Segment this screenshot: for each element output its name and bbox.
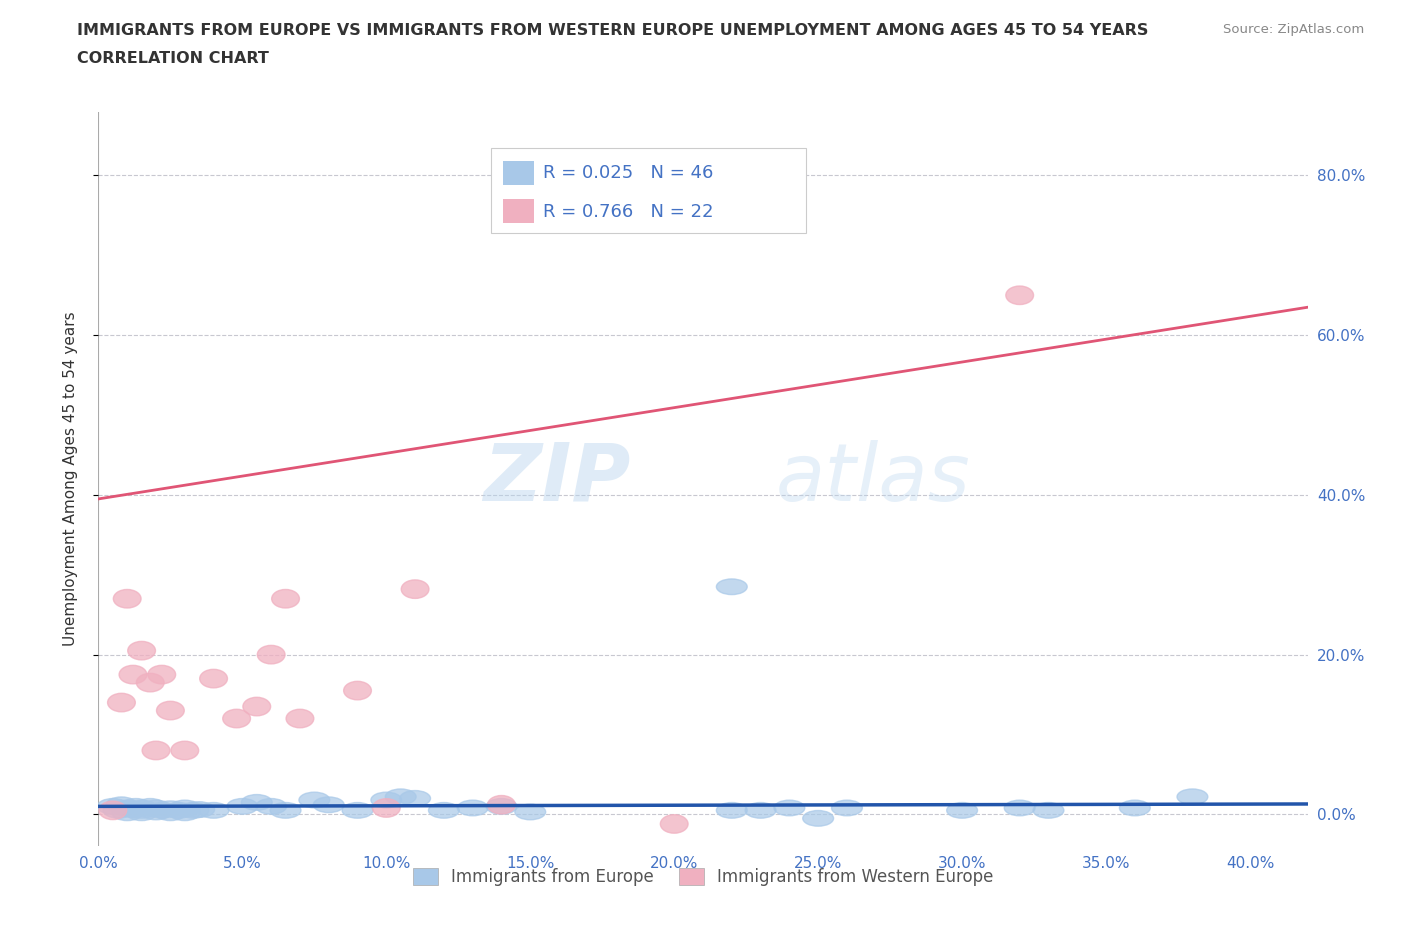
Ellipse shape bbox=[803, 811, 834, 826]
Ellipse shape bbox=[136, 673, 165, 692]
Ellipse shape bbox=[172, 741, 198, 760]
Ellipse shape bbox=[488, 795, 516, 814]
Ellipse shape bbox=[169, 805, 200, 820]
Ellipse shape bbox=[112, 800, 142, 816]
Ellipse shape bbox=[717, 803, 747, 818]
Ellipse shape bbox=[127, 803, 157, 818]
Ellipse shape bbox=[773, 800, 804, 816]
Ellipse shape bbox=[163, 803, 194, 818]
Ellipse shape bbox=[515, 804, 546, 820]
Ellipse shape bbox=[118, 802, 149, 817]
Ellipse shape bbox=[179, 803, 209, 818]
Ellipse shape bbox=[385, 789, 416, 804]
Ellipse shape bbox=[141, 800, 172, 816]
Ellipse shape bbox=[222, 710, 250, 728]
Ellipse shape bbox=[1119, 800, 1150, 816]
Ellipse shape bbox=[112, 805, 142, 820]
Ellipse shape bbox=[371, 792, 402, 808]
Ellipse shape bbox=[97, 799, 128, 814]
Ellipse shape bbox=[243, 698, 270, 716]
Ellipse shape bbox=[343, 682, 371, 700]
Ellipse shape bbox=[200, 670, 228, 688]
Ellipse shape bbox=[135, 799, 166, 814]
Ellipse shape bbox=[226, 799, 257, 814]
Ellipse shape bbox=[1177, 789, 1208, 804]
Ellipse shape bbox=[114, 590, 141, 608]
Ellipse shape bbox=[429, 803, 460, 818]
Ellipse shape bbox=[127, 800, 157, 816]
Text: atlas: atlas bbox=[776, 440, 970, 518]
Ellipse shape bbox=[399, 790, 430, 806]
Ellipse shape bbox=[256, 799, 287, 814]
Ellipse shape bbox=[98, 801, 127, 819]
Legend: Immigrants from Europe, Immigrants from Western Europe: Immigrants from Europe, Immigrants from … bbox=[406, 861, 1000, 893]
Ellipse shape bbox=[127, 805, 157, 820]
Ellipse shape bbox=[342, 803, 373, 818]
Ellipse shape bbox=[717, 578, 747, 594]
Text: CORRELATION CHART: CORRELATION CHART bbox=[77, 51, 269, 66]
Ellipse shape bbox=[271, 590, 299, 608]
Text: Source: ZipAtlas.com: Source: ZipAtlas.com bbox=[1223, 23, 1364, 36]
Ellipse shape bbox=[169, 800, 200, 816]
Ellipse shape bbox=[156, 701, 184, 720]
FancyBboxPatch shape bbox=[503, 199, 534, 223]
FancyBboxPatch shape bbox=[503, 161, 534, 185]
Ellipse shape bbox=[146, 803, 177, 818]
Ellipse shape bbox=[285, 710, 314, 728]
Text: ZIP: ZIP bbox=[484, 440, 630, 518]
Ellipse shape bbox=[373, 799, 401, 817]
Ellipse shape bbox=[184, 802, 215, 817]
Ellipse shape bbox=[946, 803, 977, 818]
Ellipse shape bbox=[128, 642, 156, 660]
Ellipse shape bbox=[314, 797, 344, 813]
Ellipse shape bbox=[831, 800, 862, 816]
Ellipse shape bbox=[198, 803, 229, 818]
Ellipse shape bbox=[270, 803, 301, 818]
Ellipse shape bbox=[155, 801, 186, 817]
Ellipse shape bbox=[120, 665, 146, 684]
Text: IMMIGRANTS FROM EUROPE VS IMMIGRANTS FROM WESTERN EUROPE UNEMPLOYMENT AMONG AGES: IMMIGRANTS FROM EUROPE VS IMMIGRANTS FRO… bbox=[77, 23, 1149, 38]
Ellipse shape bbox=[148, 665, 176, 684]
Ellipse shape bbox=[141, 804, 172, 820]
Ellipse shape bbox=[105, 797, 136, 813]
Ellipse shape bbox=[457, 800, 488, 816]
Ellipse shape bbox=[1033, 803, 1064, 818]
Ellipse shape bbox=[486, 799, 517, 814]
Ellipse shape bbox=[299, 792, 330, 808]
Ellipse shape bbox=[1004, 800, 1035, 816]
Ellipse shape bbox=[121, 799, 152, 814]
FancyBboxPatch shape bbox=[492, 149, 806, 232]
Y-axis label: Unemployment Among Ages 45 to 54 years: Unemployment Among Ages 45 to 54 years bbox=[63, 312, 77, 646]
Ellipse shape bbox=[103, 803, 134, 818]
Ellipse shape bbox=[661, 815, 688, 833]
Ellipse shape bbox=[155, 805, 186, 820]
Text: R = 0.766   N = 22: R = 0.766 N = 22 bbox=[543, 203, 714, 220]
Ellipse shape bbox=[142, 741, 170, 760]
Ellipse shape bbox=[401, 580, 429, 598]
Ellipse shape bbox=[257, 645, 285, 664]
Text: R = 0.025   N = 46: R = 0.025 N = 46 bbox=[543, 164, 714, 181]
Ellipse shape bbox=[242, 794, 273, 810]
Ellipse shape bbox=[745, 803, 776, 818]
Ellipse shape bbox=[108, 693, 135, 711]
Ellipse shape bbox=[1005, 286, 1033, 304]
